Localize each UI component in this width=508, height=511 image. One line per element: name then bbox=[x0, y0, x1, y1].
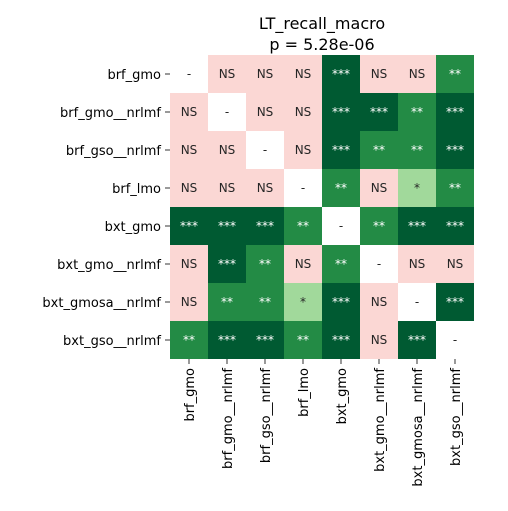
column-tick-label: brf_gmo bbox=[183, 368, 198, 422]
row-tick-label: bxt_gmo__nrlmf bbox=[57, 258, 161, 273]
heatmap-cell-label: * bbox=[414, 181, 420, 195]
row-tick-label: brf_gmo__nrlmf bbox=[60, 106, 161, 121]
heatmap-cell-label: - bbox=[225, 105, 229, 119]
heatmap-cell-label: *** bbox=[446, 143, 464, 157]
column-tick-label: bxt_gmo__nrlmf bbox=[373, 368, 388, 472]
heatmap-cell-label: ** bbox=[183, 333, 195, 347]
heatmap-cell-label: *** bbox=[446, 295, 464, 309]
heatmap-cell-label: *** bbox=[408, 219, 426, 233]
column-tick-label: bxt_gso__nrlmf bbox=[449, 368, 464, 466]
row-tick-label: bxt_gso__nrlmf bbox=[63, 334, 161, 349]
heatmap-cell-label: NS bbox=[219, 143, 236, 157]
heatmap-cell-label: ** bbox=[373, 219, 385, 233]
chart-subtitle: p = 5.28e-06 bbox=[269, 35, 374, 54]
heatmap-cell-label: *** bbox=[256, 219, 274, 233]
heatmap-cell-label: *** bbox=[332, 105, 350, 119]
heatmap-cell-label: NS bbox=[181, 257, 198, 271]
heatmap-cell-label: NS bbox=[409, 67, 426, 81]
heatmap-cell-label: *** bbox=[180, 219, 198, 233]
row-tick-label: bxt_gmosa__nrlmf bbox=[42, 296, 161, 311]
heatmap-cell-label: NS bbox=[447, 257, 464, 271]
heatmap-cell-label: NS bbox=[295, 257, 312, 271]
heatmap-cell-label: NS bbox=[295, 67, 312, 81]
heatmap-cell-label: NS bbox=[219, 181, 236, 195]
heatmap-cell-label: *** bbox=[332, 295, 350, 309]
row-tick-label: brf_gmo bbox=[107, 68, 161, 83]
heatmap-cell-label: - bbox=[339, 219, 343, 233]
heatmap-cell-label: NS bbox=[295, 105, 312, 119]
heatmap-cells: - NS NS NS *** NS NS **NS - NS NS *** *** ** ***NS NS - N… bbox=[170, 55, 474, 359]
row-tick-label: brf_gso__nrlmf bbox=[66, 144, 162, 159]
heatmap-cell-label: ** bbox=[221, 295, 233, 309]
heatmap-cell-label: - bbox=[301, 181, 305, 195]
heatmap-cell-label: ** bbox=[259, 295, 271, 309]
heatmap-cell-label: NS bbox=[219, 67, 236, 81]
heatmap-cell-label: NS bbox=[181, 143, 198, 157]
heatmap-cell-label: *** bbox=[408, 333, 426, 347]
heatmap-cell-label: *** bbox=[332, 143, 350, 157]
heatmap-cell-label: ** bbox=[373, 143, 385, 157]
heatmap-cell-label: ** bbox=[335, 257, 347, 271]
heatmap-cell-label: NS bbox=[371, 181, 388, 195]
row-tick-labels: brf_gmo brf_gmo__nrlmf brf_gso__nrlmf brf_l… bbox=[42, 68, 170, 349]
heatmap-cell-label: *** bbox=[332, 333, 350, 347]
heatmap-cell-label: NS bbox=[181, 295, 198, 309]
chart-title: LT_recall_macro bbox=[259, 14, 385, 34]
heatmap-cell-label: NS bbox=[257, 67, 274, 81]
heatmap-cell-label: ** bbox=[259, 257, 271, 271]
heatmap-cell-label: NS bbox=[181, 105, 198, 119]
heatmap-cell-label: - bbox=[453, 333, 457, 347]
heatmap-cell-label: NS bbox=[371, 67, 388, 81]
heatmap-cell-label: NS bbox=[371, 295, 388, 309]
heatmap-cell-label: ** bbox=[411, 105, 423, 119]
heatmap-cell-label: - bbox=[415, 295, 419, 309]
column-tick-label: bxt_gmosa__nrlmf bbox=[411, 368, 426, 487]
heatmap-cell-label: - bbox=[263, 143, 267, 157]
heatmap-cell-label: - bbox=[187, 67, 191, 81]
heatmap-cell-label: *** bbox=[446, 105, 464, 119]
heatmap-cell-label: - bbox=[377, 257, 381, 271]
heatmap-cell-label: NS bbox=[371, 333, 388, 347]
heatmap-cell-label: NS bbox=[257, 105, 274, 119]
heatmap-cell-label: NS bbox=[181, 181, 198, 195]
column-tick-label: brf_gso__nrlmf bbox=[259, 368, 274, 464]
heatmap-cell-label: ** bbox=[335, 181, 347, 195]
column-tick-label: brf_lmo bbox=[297, 368, 312, 417]
heatmap-cell-label: *** bbox=[256, 333, 274, 347]
heatmap-cell-label: *** bbox=[218, 257, 236, 271]
heatmap-cell-label: ** bbox=[411, 143, 423, 157]
heatmap-cell-label: *** bbox=[218, 219, 236, 233]
column-tick-label: brf_gmo__nrlmf bbox=[221, 368, 236, 469]
heatmap-cell-label: *** bbox=[370, 105, 388, 119]
heatmap-cell-label: NS bbox=[257, 181, 274, 195]
heatmap-cell-label: ** bbox=[297, 333, 309, 347]
heatmap-cell-label: * bbox=[300, 295, 306, 309]
heatmap-cell-label: NS bbox=[295, 143, 312, 157]
heatmap-cell-label: ** bbox=[297, 219, 309, 233]
heatmap-cell-label: NS bbox=[409, 257, 426, 271]
heatmap-cell-label: *** bbox=[446, 219, 464, 233]
row-tick-label: brf_lmo bbox=[112, 182, 161, 197]
row-tick-label: bxt_gmo bbox=[105, 220, 161, 235]
heatmap-cell-label: *** bbox=[332, 67, 350, 81]
heatmap-cell-label: *** bbox=[218, 333, 236, 347]
heatmap-cell-label: ** bbox=[449, 67, 461, 81]
column-tick-label: bxt_gmo bbox=[335, 368, 350, 424]
heatmap-cell-label: ** bbox=[449, 181, 461, 195]
column-tick-labels: brf_gmo brf_gmo__nrlmf brf_gso__nrlmf brf_l… bbox=[183, 359, 464, 487]
